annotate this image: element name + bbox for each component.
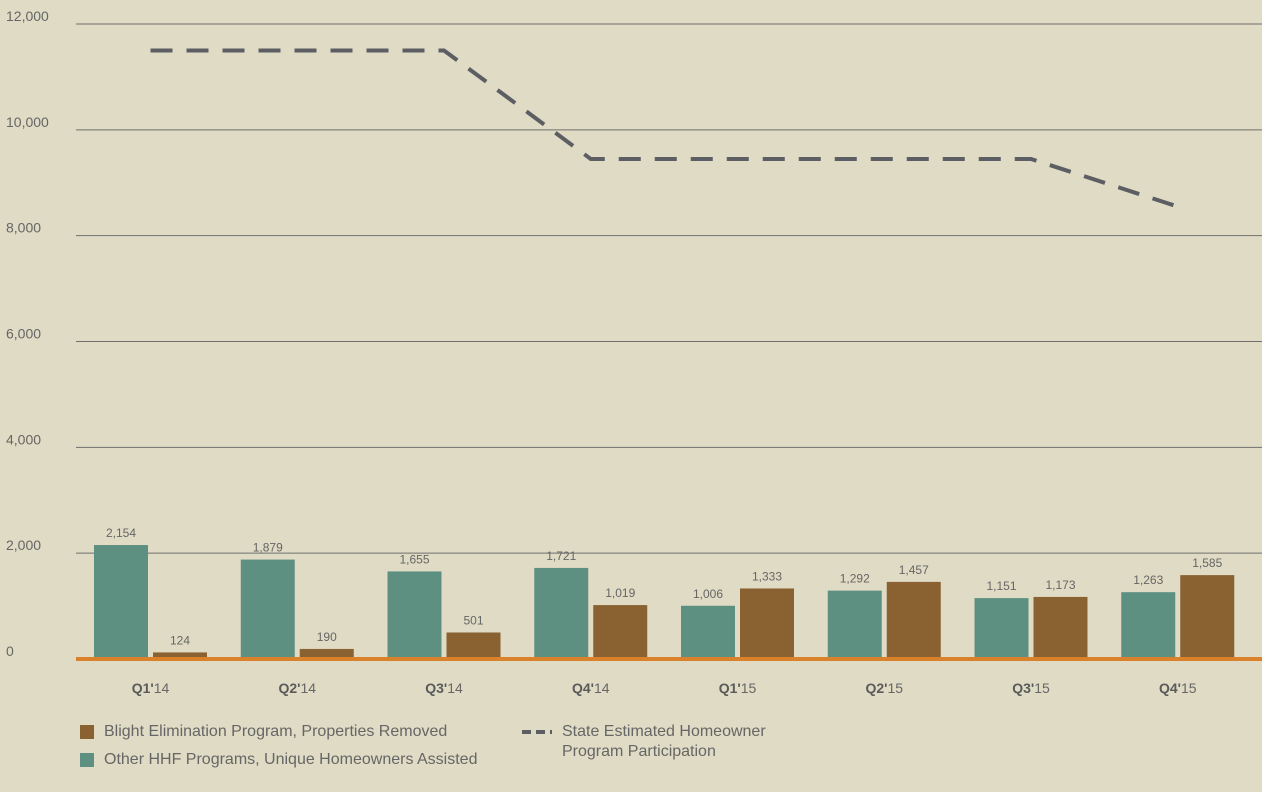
x-tick-year: 15	[1181, 680, 1197, 696]
x-tick-quarter: Q4'	[572, 680, 594, 696]
bar	[740, 588, 794, 659]
bar	[886, 581, 941, 659]
x-tick-quarter: Q2'	[865, 680, 887, 696]
y-tick-label: 6,000	[6, 326, 41, 342]
x-tick-quarter: Q4'	[1159, 680, 1181, 696]
legend-swatch-blight	[80, 725, 94, 739]
x-tick-label: Q1'15	[719, 680, 757, 696]
data-label: 1,879	[253, 541, 283, 555]
x-tick-label: Q2'15	[865, 680, 903, 696]
x-tick-label: Q1'14	[132, 680, 170, 696]
data-label: 124	[170, 633, 190, 647]
series-line-state-participation	[150, 48, 1179, 209]
y-tick-label: 10,000	[6, 114, 49, 130]
bar	[827, 590, 882, 659]
data-label: 1,721	[546, 549, 576, 563]
x-tick-quarter: Q1'	[132, 680, 154, 696]
x-tick-year: 14	[594, 680, 610, 696]
bar	[153, 652, 207, 659]
bar	[1121, 592, 1176, 659]
legend-item-state: State Estimated Homeowner Program Partic…	[522, 722, 822, 762]
y-tick-label: 12,000	[6, 8, 49, 24]
bar	[240, 559, 295, 659]
bar	[387, 571, 442, 659]
legend-swatch-state	[522, 730, 552, 734]
data-label: 1,006	[693, 587, 723, 601]
data-label: 1,173	[1045, 578, 1075, 592]
x-tick-label: Q4'14	[572, 680, 610, 696]
data-label: 1,151	[986, 579, 1016, 593]
legend-label-state-line2: Program Participation	[562, 743, 716, 760]
data-label: 190	[317, 630, 337, 644]
bar	[681, 605, 735, 659]
legend-swatch-other	[80, 753, 94, 767]
chart: 0 2,000 4,000 6,000 8,000 10,000 12,000 2,154 12…	[6, 8, 1262, 696]
x-tick-year: 14	[447, 680, 463, 696]
data-label: 501	[463, 613, 483, 627]
data-label: 1,585	[1192, 556, 1222, 570]
y-tick-label: 4,000	[6, 431, 41, 447]
data-label: 1,263	[1133, 573, 1163, 587]
bar	[974, 598, 1029, 659]
x-tick-year: 14	[300, 680, 316, 696]
x-tick-label: Q3'15	[1012, 680, 1050, 696]
data-label: 1,333	[752, 569, 782, 583]
y-tick-label: 2,000	[6, 537, 41, 553]
legend-label-blight: Blight Elimination Program, Properties R…	[104, 723, 448, 740]
x-tick-year: 15	[887, 680, 903, 696]
x-tick-quarter: Q1'	[719, 680, 741, 696]
data-label: 1,457	[899, 563, 929, 577]
x-tick-year: 15	[1034, 680, 1050, 696]
bar	[593, 605, 648, 659]
x-tick-year: 15	[741, 680, 757, 696]
bar	[1033, 596, 1088, 659]
x-tick-label: Q2'14	[278, 680, 316, 696]
data-label: 1,292	[840, 572, 870, 586]
x-tick-label: Q4'15	[1159, 680, 1197, 696]
data-label: 1,019	[605, 586, 635, 600]
legend-item-other: Other HHF Programs, Unique Homeowners As…	[80, 750, 480, 770]
x-tick-quarter: Q3'	[1012, 680, 1034, 696]
x-tick-quarter: Q3'	[425, 680, 447, 696]
x-tick-year: 14	[154, 680, 170, 696]
bar	[446, 632, 501, 659]
x-tick-label: Q3'14	[425, 680, 463, 696]
legend-label-state-line1: State Estimated Homeowner	[562, 723, 766, 740]
y-tick-label: 8,000	[6, 220, 41, 236]
x-tick-quarter: Q2'	[278, 680, 300, 696]
bar	[1180, 575, 1235, 659]
data-label: 1,655	[399, 552, 429, 566]
bar	[94, 545, 148, 659]
data-label: 2,154	[106, 526, 136, 540]
legend-label-state: State Estimated Homeowner Program Partic…	[562, 722, 766, 762]
bar	[534, 567, 589, 659]
legend-item-blight: Blight Elimination Program, Properties R…	[80, 722, 500, 742]
legend-label-other: Other HHF Programs, Unique Homeowners As…	[104, 751, 478, 768]
bar	[299, 648, 354, 659]
y-tick-label: 0	[6, 643, 14, 659]
